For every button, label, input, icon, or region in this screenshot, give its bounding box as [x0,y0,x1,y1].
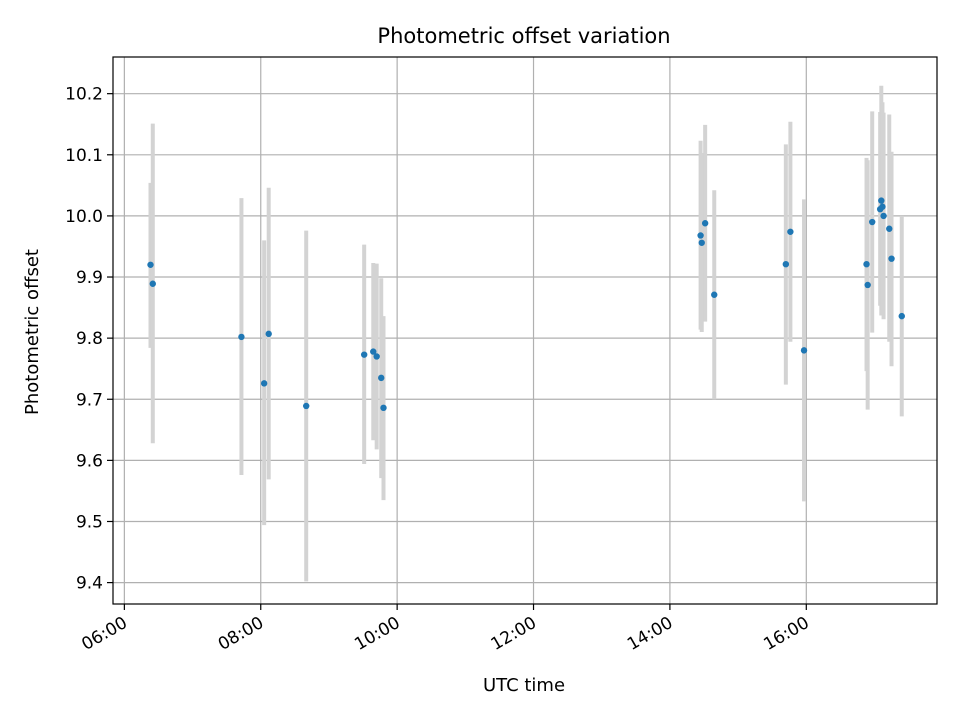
data-point [879,203,886,210]
data-point [869,218,876,226]
data-point [147,261,154,268]
y-tick-label: 9.6 [76,451,103,471]
plot-frame [112,56,938,605]
data-point [370,348,377,355]
data-point [149,280,156,287]
y-tick-label: 10.1 [65,146,103,166]
data-points [147,197,905,412]
data-point [888,255,895,262]
y-tick-label: 9.7 [76,390,103,410]
y-tick-label: 9.5 [76,512,103,532]
grid-lines [113,57,937,604]
y-axis-label: Photometric offset [22,249,43,415]
data-point [238,333,245,341]
data-point [380,404,387,412]
y-tick-label: 10.2 [65,85,103,105]
data-point [360,351,368,358]
y-tick-label: 10.0 [65,207,103,227]
data-point [701,220,709,227]
data-point [260,380,268,387]
chart-title: Photometric offset variation [377,24,670,48]
y-tick-label: 9.8 [76,329,103,349]
data-point [373,353,380,360]
data-point [782,260,790,268]
data-point [863,260,870,268]
data-point [303,402,310,410]
data-point [698,239,705,246]
data-point [697,232,704,239]
data-point [898,312,905,320]
y-tick-label: 9.4 [76,574,103,594]
data-point [265,330,272,338]
data-point [800,347,808,354]
x-axis-label: UTC time [483,675,565,696]
data-point [880,212,887,220]
data-point [864,281,871,289]
data-point [878,197,885,204]
data-point [886,225,893,232]
data-point [711,291,718,298]
y-tick-label: 9.9 [76,268,103,288]
data-point [378,374,385,382]
y-axis-ticks: 9.4 9.5 9.6 9.7 9.8 9.9 10.0 10.1 10.2 [65,85,113,594]
data-point [787,228,794,235]
